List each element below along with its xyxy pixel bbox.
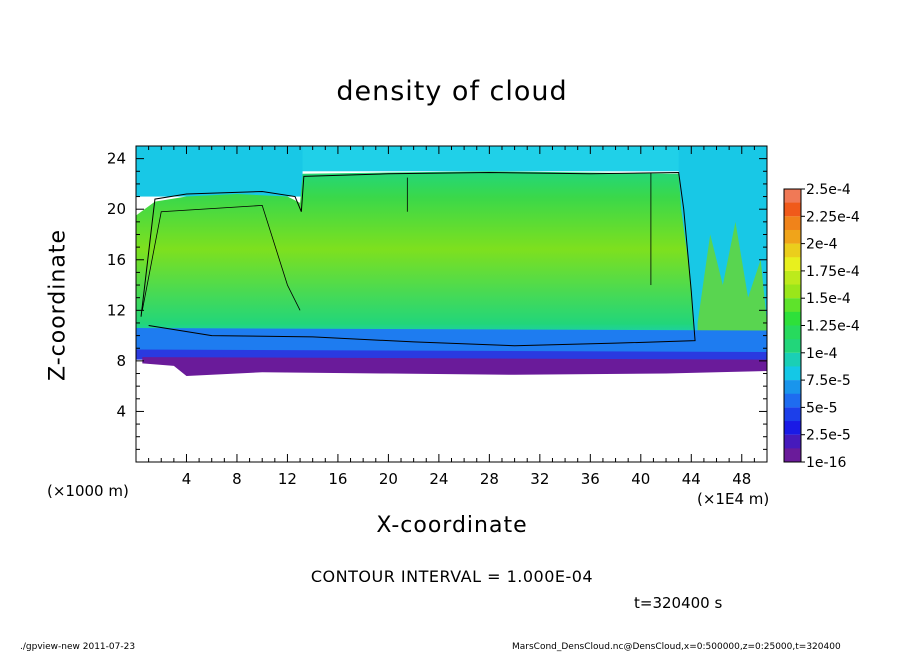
colorbar-label: 1.75e-4	[806, 264, 860, 280]
colorbar: 1e-16 2.5e-5 5e-5 7.5e-5 1e-4 1.25e-4 1.5e-4 1.…	[783, 182, 860, 471]
lower-blue-band	[136, 328, 767, 358]
right-wisps	[697, 221, 767, 336]
x-tick-label: 20	[379, 470, 398, 488]
x-tick-label: 12	[278, 470, 297, 488]
footer-right: MarsCond_DensCloud.nc@DensCloud,x=0:5000…	[512, 642, 841, 652]
colorbar-segment	[784, 270, 801, 299]
x-tick-label: 32	[530, 470, 549, 488]
colorbar-label: 2.5e-4	[806, 182, 851, 198]
x-tick-label: 44	[682, 470, 701, 488]
x-tick-label: 36	[581, 470, 600, 488]
colorbar-segment	[784, 352, 801, 381]
x-tick-label: 4	[182, 470, 192, 488]
colorbar-subsegment	[784, 243, 801, 258]
y-tick-label: 24	[107, 150, 126, 168]
y-tick-label: 12	[107, 301, 126, 319]
colorbar-label: 1.5e-4	[806, 291, 851, 307]
chart-title: density of cloud	[336, 76, 568, 107]
colorbar-segment	[784, 407, 801, 435]
cloud-density-field	[136, 146, 767, 377]
colorbar-label: 2.5e-5	[806, 428, 851, 444]
upper-left-cyan	[136, 146, 303, 197]
colorbar-segment	[784, 243, 801, 271]
colorbar-subsegment	[784, 216, 801, 230]
contour-line-left	[141, 204, 301, 311]
x-tick-label: 48	[732, 470, 751, 488]
time-stamp: t=320400 s	[634, 594, 723, 612]
y-axis-unit: (×1000 m)	[47, 482, 129, 500]
colorbar-segment	[784, 380, 801, 408]
y-tick-label: 8	[116, 352, 126, 370]
contour-lines	[140, 172, 696, 347]
colorbar-label: 1e-16	[806, 455, 846, 471]
colorbar-segment	[784, 325, 801, 353]
x-tick-label: 24	[429, 470, 448, 488]
contour-line-1e-4	[140, 172, 696, 347]
colorbar-segment	[784, 298, 801, 326]
x-tick-label: 40	[631, 470, 650, 488]
x-tick-label: 8	[232, 470, 242, 488]
x-tick-label: 28	[480, 470, 499, 488]
colorbar-subsegment	[784, 434, 801, 449]
x-axis-unit: (×1E4 m)	[697, 490, 770, 508]
colorbar-label: 1.25e-4	[806, 319, 860, 335]
colorbar-segment	[784, 434, 801, 462]
footer-left: ./gpview-new 2011-07-23	[20, 642, 136, 652]
colorbar-subsegment	[784, 407, 801, 422]
y-tick-label: 20	[107, 200, 126, 218]
colorbar-label: 7.5e-5	[806, 373, 851, 389]
contour-interval-text: CONTOUR INTERVAL = 1.000E-04	[310, 567, 594, 586]
colorbar-label: 2e-4	[806, 237, 838, 253]
colorbar-segment	[784, 216, 801, 244]
colorbar-subsegment	[784, 270, 801, 285]
x-axis-label: X-coordinate	[376, 513, 528, 538]
colorbar-label: 2.25e-4	[806, 209, 860, 225]
colorbar-segment	[784, 189, 801, 217]
colorbar-label: 5e-5	[806, 400, 837, 416]
colorbar-subsegment	[784, 298, 801, 312]
colorbar-subsegment	[784, 325, 801, 340]
colorbar-subsegment	[784, 352, 801, 367]
y-tick-label: 4	[116, 402, 126, 420]
colorbar-subsegment	[784, 189, 801, 203]
cloud-band	[136, 171, 694, 345]
cloud-base-purple	[142, 357, 767, 377]
x-tick-label: 16	[328, 470, 347, 488]
y-tick-label: 16	[107, 251, 126, 269]
colorbar-subsegment	[784, 380, 801, 394]
colorbar-label: 1e-4	[806, 346, 838, 362]
